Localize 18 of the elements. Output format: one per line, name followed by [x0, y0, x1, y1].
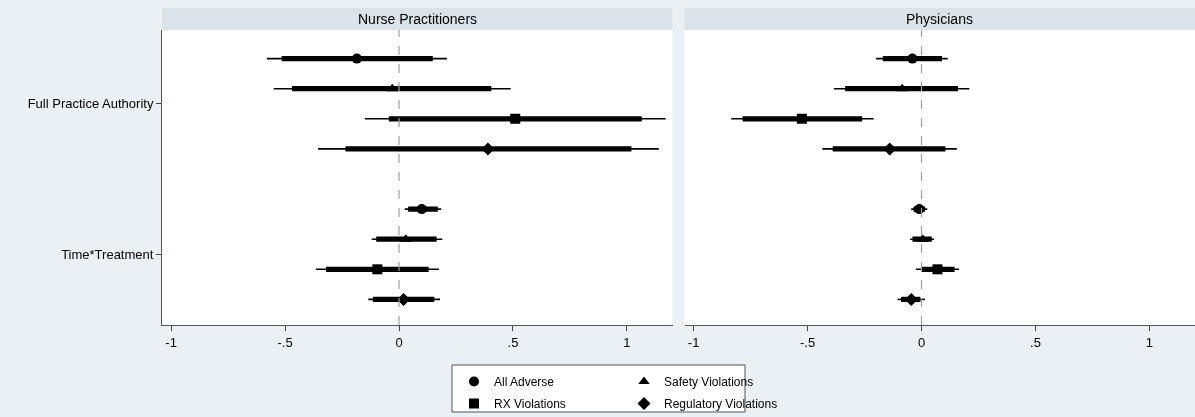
y-tick-label: Full Practice Authority	[27, 96, 154, 112]
x-tick-label: -.5	[799, 334, 816, 350]
x-tick-label: .5	[1030, 334, 1041, 350]
x-tick-label: -1	[687, 334, 700, 350]
x-tick-label: 0	[395, 334, 403, 350]
x-tick-label: .5	[507, 334, 519, 350]
legend-label: All Adverse	[494, 375, 555, 390]
legend-label: RX Violations	[494, 397, 566, 412]
legend-label: Safety Violations	[664, 375, 754, 390]
x-tick-label: -.5	[277, 334, 293, 350]
x-tick-label: 1	[623, 334, 631, 350]
y-tick-label: Time*Treatment	[61, 246, 154, 262]
x-tick-label: 0	[917, 334, 926, 350]
chart-title: Physicians	[906, 11, 973, 27]
x-tick-label: 1	[1145, 334, 1154, 350]
chart-title: Nurse Practitioners	[358, 11, 478, 27]
legend-label: Regulatory Violations	[664, 397, 778, 412]
x-tick-label: -1	[165, 334, 177, 350]
